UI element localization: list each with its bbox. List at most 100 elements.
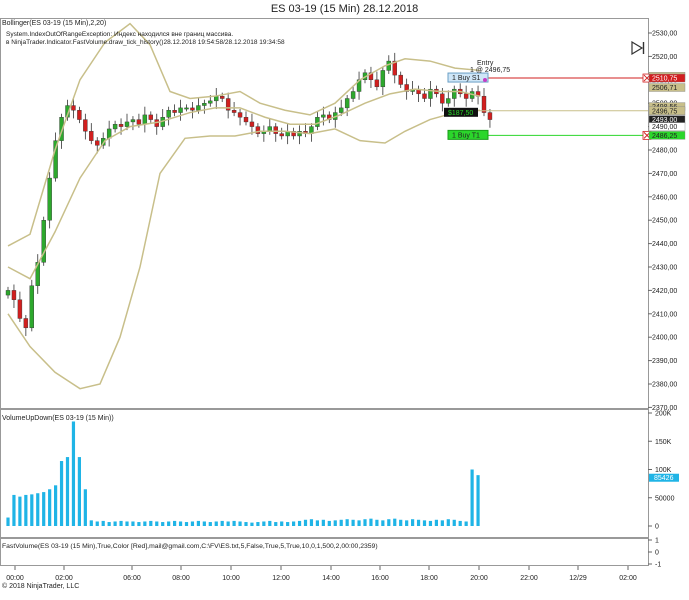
volume-bar [411, 519, 415, 526]
candle-body [374, 79, 380, 88]
volume-bar [369, 518, 373, 526]
volume-bar [262, 521, 266, 526]
volume-bar [18, 496, 22, 526]
candle-body [487, 112, 493, 120]
candle-body [29, 285, 34, 329]
price-tag-text: 2506,71 [652, 85, 677, 92]
price-axis-label: 2380,00 [652, 382, 677, 389]
candle-body [53, 140, 58, 179]
price-tag [648, 122, 686, 131]
time-axis-label: 10:00 [222, 575, 240, 582]
volume-axis-label: 0 [655, 524, 659, 531]
volume-bar [422, 520, 427, 526]
candle-body [386, 60, 391, 71]
error-message-line2: в NinjaTrader.Indicator.FastVolume.draw_… [6, 39, 285, 46]
candle-body [5, 290, 11, 296]
volume-bar [434, 519, 438, 526]
volume-bar [71, 421, 76, 526]
candle-body [440, 93, 445, 104]
chart-area[interactable]: 2530,002520,002510,002500,002490,002480,… [0, 18, 689, 600]
volume-bar [155, 521, 159, 526]
volume-bar [42, 492, 46, 526]
time-axis-label: 02:00 [619, 575, 637, 582]
volume-bar [131, 521, 135, 526]
price-tag-text: 2496,75 [652, 108, 677, 115]
candle-body [219, 95, 225, 99]
price-axis-label: 2410,00 [652, 311, 677, 318]
volume-tag [649, 473, 679, 482]
volume-bar [387, 519, 391, 526]
stop-order-tag-text: 1 Buy S1 [452, 75, 481, 82]
candle-body [71, 105, 76, 111]
volume-bar [6, 517, 10, 526]
volume-panel-frame [0, 409, 649, 538]
candle-body [481, 95, 487, 113]
volume-bar [393, 518, 397, 526]
candle-body [172, 110, 177, 113]
volume-tag-text: 85426 [654, 475, 674, 482]
volume-bar [268, 520, 272, 526]
volume-bar [54, 485, 58, 526]
volume-bar [214, 521, 218, 526]
price-axis-label: 2370,00 [652, 405, 677, 412]
time-axis-label: 22:00 [520, 575, 538, 582]
volume-bar [357, 520, 361, 526]
volume-bar [167, 521, 171, 526]
volume-bar [101, 520, 105, 526]
candle-body [17, 299, 23, 319]
price-axis-label: 2430,00 [652, 265, 677, 272]
candle-body [344, 98, 350, 109]
play-forward-icon[interactable] [631, 41, 645, 55]
volume-bar [381, 520, 385, 526]
volume-bar [83, 489, 87, 526]
error-message-line1: System.IndexOutOfRangeException: Индекс … [6, 31, 234, 38]
volume-bar [125, 521, 129, 526]
candle-body [398, 74, 403, 85]
volume-bar [315, 520, 319, 526]
chart-canvas[interactable]: 2530,002520,002510,002500,002490,002480,… [0, 18, 689, 600]
candle-body [392, 60, 397, 76]
bollinger-label[interactable]: Bollinger(ES 03-19 (15 Min),2,20) [2, 20, 107, 27]
volume-bar [202, 521, 206, 526]
time-axis-label: 14:00 [322, 575, 340, 582]
price-panel-frame [0, 18, 649, 409]
candle-body [350, 91, 356, 99]
candle-body [208, 100, 213, 104]
time-axis-label: 16:00 [371, 575, 389, 582]
volume-bar [48, 489, 52, 526]
volume-bar [137, 522, 141, 526]
volume-axis-label: 100K [655, 467, 672, 474]
fastvolume-label[interactable]: FastVolume(ES 03-19 (15 Min),True,Color … [2, 543, 378, 550]
volume-bar [440, 520, 444, 526]
candle-body [237, 112, 243, 118]
candle-body [196, 105, 201, 111]
candle-body [231, 110, 237, 113]
volume-bar [59, 461, 64, 526]
entry-label: Entry [477, 60, 494, 67]
volume-bar [416, 519, 421, 526]
volume-bar [399, 519, 403, 526]
candle-body [178, 107, 183, 113]
volume-label[interactable]: VolumeUpDown(ES 03-19 (15 Min)) [2, 415, 114, 422]
volume-bar [173, 520, 177, 526]
candle-body [148, 114, 154, 120]
volume-bar [77, 457, 81, 526]
candle-body [404, 84, 409, 92]
volume-bar [286, 522, 290, 526]
candle-body [273, 126, 278, 134]
candle-body [315, 117, 320, 127]
volume-bar [149, 520, 153, 526]
time-axis-label: 18:00 [420, 575, 438, 582]
fv-axis-label: 1 [655, 538, 659, 545]
candle-body [463, 93, 469, 99]
stop-order-tag [447, 72, 489, 83]
candle-body [279, 133, 284, 137]
volume-bar [113, 521, 117, 526]
target-order-tag [447, 129, 489, 140]
volume-bar [333, 520, 337, 526]
candle-body [136, 119, 142, 125]
candle-body [368, 72, 374, 80]
volume-bar [476, 475, 480, 526]
volume-bar [36, 493, 40, 526]
candle-body [202, 102, 207, 106]
